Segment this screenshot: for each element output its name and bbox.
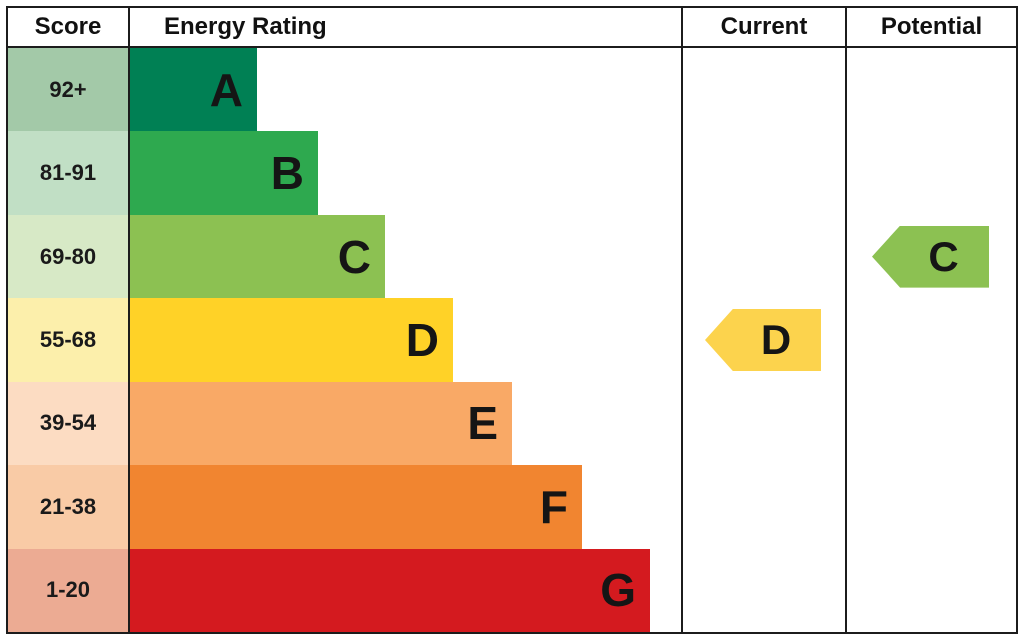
band-row-e: 39-54 E bbox=[8, 381, 1016, 466]
epc-rating-chart: Score Energy Rating Current Potential 92… bbox=[6, 6, 1018, 634]
score-label: 69-80 bbox=[39, 243, 97, 269]
score-cell: 1-20 bbox=[8, 548, 128, 632]
rating-letter: D bbox=[405, 313, 439, 366]
current-column-header: Current bbox=[720, 13, 808, 40]
score-cell: 69-80 bbox=[8, 214, 128, 299]
current-column-divider bbox=[681, 8, 683, 632]
score-column-divider bbox=[128, 8, 130, 632]
rating-bar: B bbox=[130, 131, 318, 215]
rating-bar: A bbox=[130, 48, 257, 132]
score-cell: 21-38 bbox=[8, 465, 128, 549]
score-cell: 92+ bbox=[8, 48, 128, 132]
rating-letter: E bbox=[467, 397, 498, 450]
band-row-d: 55-68 D bbox=[8, 298, 1016, 382]
potential-column-divider bbox=[845, 8, 847, 632]
rating-letter: A bbox=[209, 63, 243, 116]
score-label: 21-38 bbox=[39, 493, 97, 519]
potential-column-header: Potential bbox=[880, 13, 983, 40]
score-cell: 81-91 bbox=[8, 131, 128, 215]
header-divider bbox=[8, 46, 1016, 48]
band-row-c: 69-80 C bbox=[8, 214, 1016, 299]
rating-bar: E bbox=[130, 381, 512, 466]
score-cell: 39-54 bbox=[8, 381, 128, 466]
rating-bar: F bbox=[130, 465, 582, 549]
score-column-header: Score bbox=[34, 13, 102, 40]
score-label: 39-54 bbox=[39, 410, 97, 436]
rating-bar: G bbox=[130, 548, 650, 632]
rating-rows: 92+ A 81-91 B 69-80 C 55-68 D 39-54 E 21… bbox=[8, 48, 1016, 632]
band-row-g: 1-20 G bbox=[8, 548, 1016, 632]
rating-bar: D bbox=[130, 298, 453, 382]
band-row-a: 92+ A bbox=[8, 48, 1016, 132]
potential-rating-arrow: C bbox=[872, 225, 989, 288]
score-label: 1-20 bbox=[45, 577, 91, 603]
rating-letter: F bbox=[539, 480, 568, 533]
score-label: 55-68 bbox=[39, 326, 97, 352]
score-label: 92+ bbox=[49, 76, 87, 102]
current-rating-arrow: D bbox=[705, 309, 821, 371]
current-rating-letter: D bbox=[760, 316, 792, 363]
rating-letter: G bbox=[600, 564, 636, 617]
rating-bar: C bbox=[130, 214, 385, 299]
band-row-f: 21-38 F bbox=[8, 465, 1016, 549]
rating-letter: C bbox=[337, 230, 371, 283]
score-cell: 55-68 bbox=[8, 298, 128, 382]
energy-rating-column-header: Energy Rating bbox=[164, 13, 327, 40]
band-row-b: 81-91 B bbox=[8, 131, 1016, 215]
score-label: 81-91 bbox=[39, 160, 97, 186]
rating-letter: B bbox=[270, 147, 304, 200]
potential-rating-letter: C bbox=[928, 232, 959, 280]
